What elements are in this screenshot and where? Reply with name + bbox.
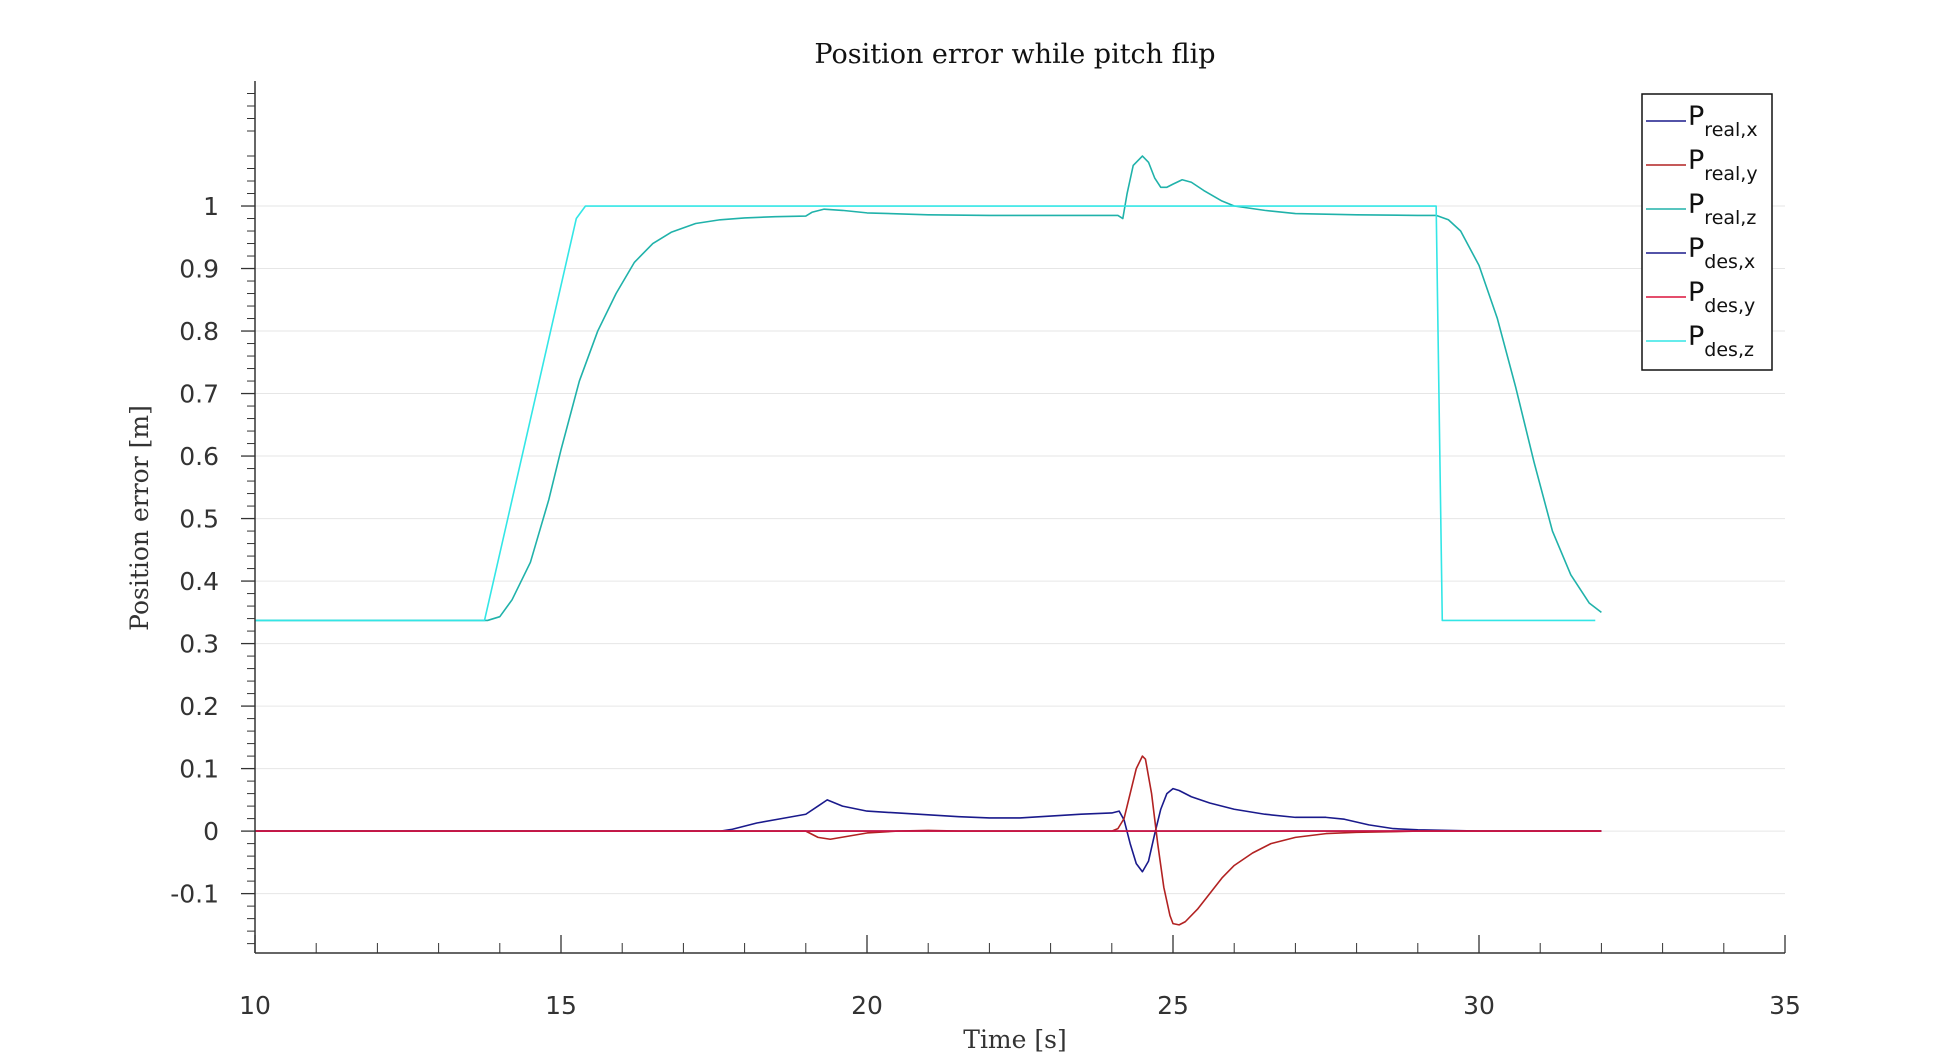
series-line-real-z: [255, 155, 1602, 622]
x-tick-label: 20: [851, 991, 883, 1020]
y-tick-label: 0.3: [179, 630, 219, 659]
x-tick-label: 35: [1769, 991, 1801, 1020]
legend-entry: Pdes,y: [1688, 277, 1755, 317]
series-layer: [255, 155, 1602, 926]
y-tick-label: 1: [203, 192, 219, 221]
y-tick-label: 0.8: [179, 317, 219, 346]
legend-entry: Preal,z: [1688, 189, 1756, 229]
legend-entry: Pdes,z: [1688, 321, 1754, 361]
x-axis-label: Time [s]: [963, 1025, 1066, 1054]
y-tick-label: 0.7: [179, 380, 219, 409]
y-ticks: -0.1 0 0.1 0.2 0.3 0.4 0.5 0.6 0.7 0.8 0.9 1: [170, 93, 255, 945]
series-line-real-x: [255, 787, 1602, 873]
legend-entry: Preal,x: [1688, 101, 1758, 141]
legend-entry: Preal,y: [1688, 145, 1758, 185]
y-tick-label: 0.9: [179, 255, 219, 284]
y-tick-label: 0.5: [179, 505, 219, 534]
chart-title: Position error while pitch flip: [814, 39, 1215, 70]
y-axis-label: Position error [m]: [125, 405, 154, 631]
y-tick-label: 0.4: [179, 567, 219, 596]
x-tick-label: 25: [1157, 991, 1189, 1020]
series-line-real-y: [255, 755, 1602, 926]
y-tick-label: -0.1: [170, 880, 219, 909]
legend-entry: Pdes,x: [1688, 233, 1755, 273]
y-tick-label: 0.6: [179, 442, 219, 471]
legend-box: [1641, 93, 1773, 371]
y-tick-label: 0: [203, 817, 219, 846]
series-line-des-z: [255, 205, 1596, 622]
x-tick-label: 30: [1463, 991, 1495, 1020]
grid-lines: [255, 205, 1785, 895]
x-ticks: 10 15 20 25 30 35: [239, 935, 1801, 1020]
y-tick-label: 0.2: [179, 692, 219, 721]
axes: [254, 81, 1785, 954]
x-tick-label: 10: [239, 991, 271, 1020]
x-tick-label: 15: [545, 991, 577, 1020]
y-tick-label: 0.1: [179, 755, 219, 784]
